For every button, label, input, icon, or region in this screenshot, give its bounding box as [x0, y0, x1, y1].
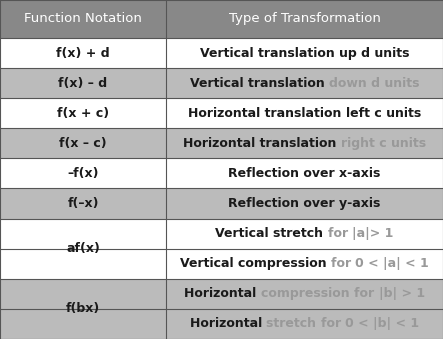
Bar	[166, 0, 443, 38]
Text: up d units: up d units	[339, 46, 409, 60]
Text: for: for	[331, 257, 355, 270]
Text: f(bx): f(bx)	[66, 302, 100, 315]
Text: for: for	[328, 227, 352, 240]
Text: Reflection over x-axis: Reflection over x-axis	[229, 167, 381, 180]
Text: Vertical translation: Vertical translation	[200, 46, 339, 60]
Bar	[0, 128, 443, 158]
Text: Horizontal translation: Horizontal translation	[188, 107, 346, 120]
Text: |a|> 1: |a|> 1	[352, 227, 394, 240]
Text: for: for	[354, 287, 379, 300]
Bar	[0, 68, 443, 98]
Text: compression: compression	[261, 287, 354, 300]
Bar	[0, 219, 443, 249]
Text: Function Notation: Function Notation	[24, 13, 142, 25]
Text: Reflection over y-axis: Reflection over y-axis	[229, 197, 381, 210]
Text: af(x): af(x)	[66, 242, 100, 255]
Text: down d units: down d units	[329, 77, 420, 89]
Text: stretch: stretch	[266, 317, 321, 331]
Bar	[0, 249, 443, 279]
Text: |b| > 1: |b| > 1	[379, 287, 425, 300]
Text: Horizontal translation: Horizontal translation	[183, 137, 341, 150]
Text: Vertical stretch: Vertical stretch	[215, 227, 328, 240]
Text: right c units: right c units	[341, 137, 426, 150]
Text: Vertical compression: Vertical compression	[180, 257, 331, 270]
Text: f(x + c): f(x + c)	[57, 107, 109, 120]
Text: 0 < |a| < 1: 0 < |a| < 1	[355, 257, 429, 270]
Bar	[0, 98, 443, 128]
Bar	[0, 279, 443, 309]
Text: f(x – c): f(x – c)	[59, 137, 107, 150]
Text: f(x) – d: f(x) – d	[58, 77, 108, 89]
Text: Horizontal: Horizontal	[184, 287, 261, 300]
Text: Vertical translation: Vertical translation	[190, 77, 329, 89]
Text: Horizontal: Horizontal	[190, 317, 266, 331]
Text: for: for	[321, 317, 345, 331]
Bar	[0, 158, 443, 188]
Bar	[0, 188, 443, 219]
Bar	[0, 38, 443, 68]
Text: f(–x): f(–x)	[67, 197, 99, 210]
Bar	[0, 0, 166, 38]
Text: f(x) + d: f(x) + d	[56, 46, 110, 60]
Text: –f(x): –f(x)	[67, 167, 99, 180]
Text: 0 < |b| < 1: 0 < |b| < 1	[345, 317, 420, 331]
Text: left c units: left c units	[346, 107, 421, 120]
Text: Type of Transformation: Type of Transformation	[229, 13, 381, 25]
Bar	[0, 309, 443, 339]
